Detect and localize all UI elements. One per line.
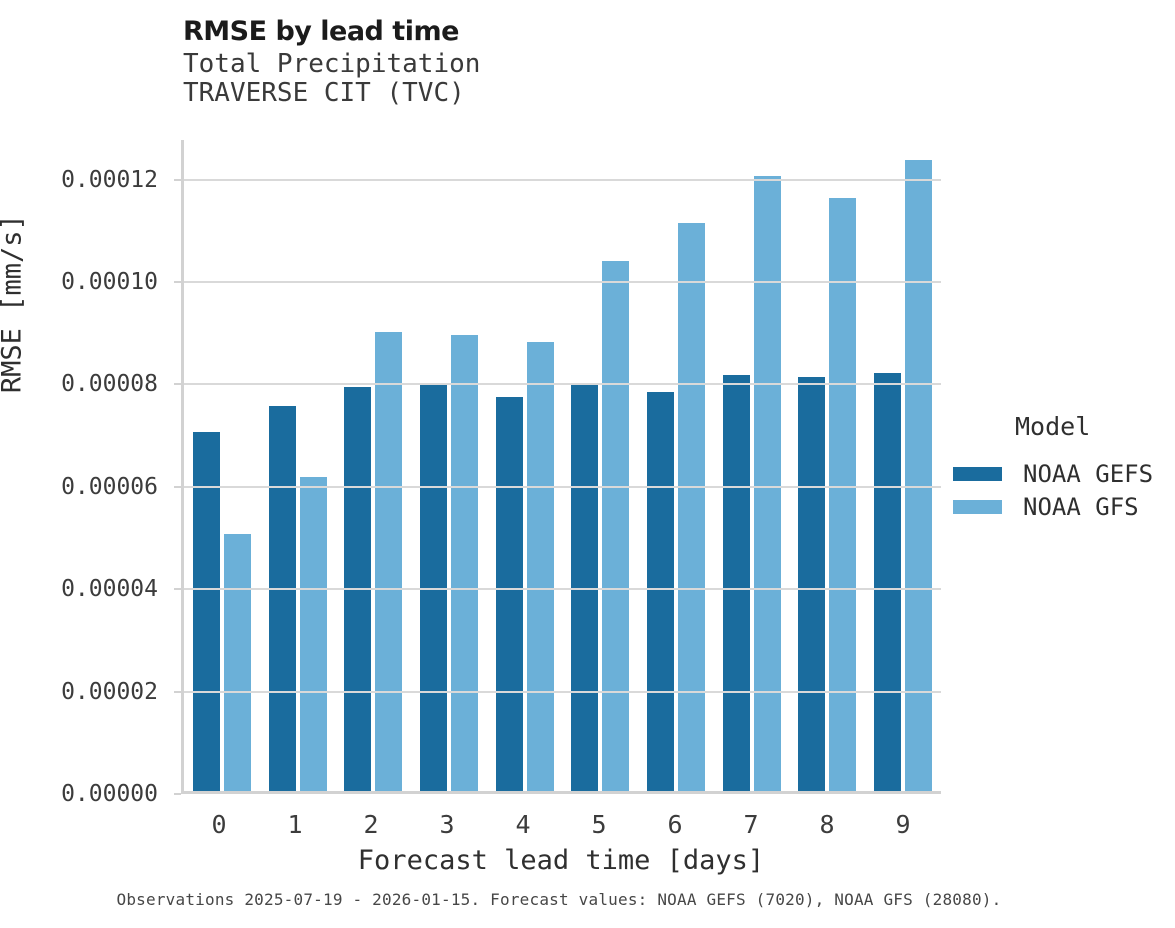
bar-noaa-gefs-day-4	[495, 397, 523, 791]
y-tick-label: 0.00000	[61, 781, 158, 807]
y-tick-mark	[174, 280, 181, 283]
y-tick-mark	[174, 383, 181, 386]
y-tick-mark	[174, 793, 181, 795]
bar-group-day-2	[335, 140, 411, 791]
x-axis-title: Forecast lead time [days]	[357, 845, 765, 876]
y-tick-label: 0.00010	[61, 268, 158, 295]
y-tick-mark	[174, 690, 181, 693]
legend: Model NOAA GEFS NOAA GFS	[953, 412, 1168, 523]
bar-group-day-1	[260, 140, 336, 791]
bar-group-day-6	[638, 140, 714, 791]
bar-noaa-gefs-day-6	[647, 392, 675, 791]
legend-swatch-gfs	[953, 499, 1002, 514]
bar-noaa-gefs-day-1	[268, 406, 296, 791]
legend-entry-gefs: NOAA GEFS	[953, 457, 1168, 490]
bar-noaa-gefs-day-8	[798, 377, 826, 791]
bar-groups	[184, 140, 941, 791]
gridline	[184, 485, 941, 488]
bar-noaa-gfs-day-3	[450, 335, 478, 791]
legend-label-gfs: NOAA GFS	[1023, 492, 1139, 521]
gridline	[184, 588, 941, 591]
bar-noaa-gfs-day-8	[829, 198, 857, 791]
bar-group-day-9	[865, 140, 941, 791]
bar-group-day-8	[790, 140, 866, 791]
y-tick-label: 0.00002	[61, 678, 158, 705]
bar-noaa-gfs-day-7	[753, 176, 781, 791]
bar-noaa-gfs-day-6	[678, 223, 706, 791]
x-tick-label: 3	[439, 810, 455, 839]
chart-subtitle-variable: Total Precipitation	[183, 49, 481, 79]
bar-noaa-gefs-day-3	[419, 383, 447, 791]
gridline	[184, 280, 941, 283]
bar-noaa-gfs-day-2	[375, 332, 403, 791]
bar-noaa-gefs-day-5	[571, 385, 599, 791]
x-axis-tick-labels: 0 1 2 3 4 5 6 7 8 9	[181, 810, 941, 839]
x-tick-label: 9	[895, 810, 911, 839]
bar-noaa-gefs-day-7	[722, 375, 750, 791]
bar-group-day-0	[184, 140, 260, 791]
bar-noaa-gfs-day-5	[602, 261, 630, 791]
x-tick-label: 4	[515, 810, 531, 839]
y-tick-mark	[174, 588, 181, 591]
bar-group-day-7	[714, 140, 790, 791]
x-tick-label: 8	[819, 810, 835, 839]
bar-noaa-gfs-day-0	[223, 534, 251, 791]
gridline	[184, 178, 941, 181]
x-tick-label: 0	[211, 810, 227, 839]
legend-swatch-gefs	[953, 466, 1002, 481]
bar-group-day-3	[411, 140, 487, 791]
bar-noaa-gefs-day-9	[874, 373, 902, 791]
bar-noaa-gfs-day-9	[905, 160, 933, 791]
bar-noaa-gfs-day-1	[299, 477, 327, 791]
legend-label-gefs: NOAA GEFS	[1023, 459, 1154, 488]
x-tick-label: 5	[591, 810, 607, 839]
gridline	[184, 383, 941, 386]
bar-group-day-5	[563, 140, 639, 791]
x-tick-label: 2	[363, 810, 379, 839]
x-tick-label: 7	[743, 810, 759, 839]
y-tick-label: 0.00004	[61, 576, 158, 603]
y-axis-tick-labels: 0.00000 0.00002 0.00004 0.00006 0.00008 0.000…	[0, 140, 158, 807]
bar-group-day-4	[487, 140, 563, 791]
chart-caption: Observations 2025-07-19 - 2026-01-15. Fo…	[116, 890, 1002, 909]
bar-noaa-gfs-day-4	[526, 342, 554, 791]
x-tick-label: 6	[667, 810, 683, 839]
bar-noaa-gefs-day-0	[192, 432, 220, 791]
legend-entry-gfs: NOAA GFS	[953, 490, 1168, 523]
gridline	[184, 690, 941, 693]
y-tick-mark	[174, 485, 181, 488]
chart-title: RMSE by lead time	[183, 16, 459, 47]
y-tick-mark	[174, 178, 181, 181]
x-tick-label: 1	[287, 810, 303, 839]
chart-subtitle-station: TRAVERSE CIT (TVC)	[183, 78, 465, 108]
plot-area	[174, 140, 941, 795]
y-tick-label: 0.00012	[61, 166, 158, 193]
y-tick-label: 0.00006	[61, 473, 158, 500]
y-tick-label: 0.00008	[61, 371, 158, 398]
legend-title: Model	[1015, 412, 1091, 441]
